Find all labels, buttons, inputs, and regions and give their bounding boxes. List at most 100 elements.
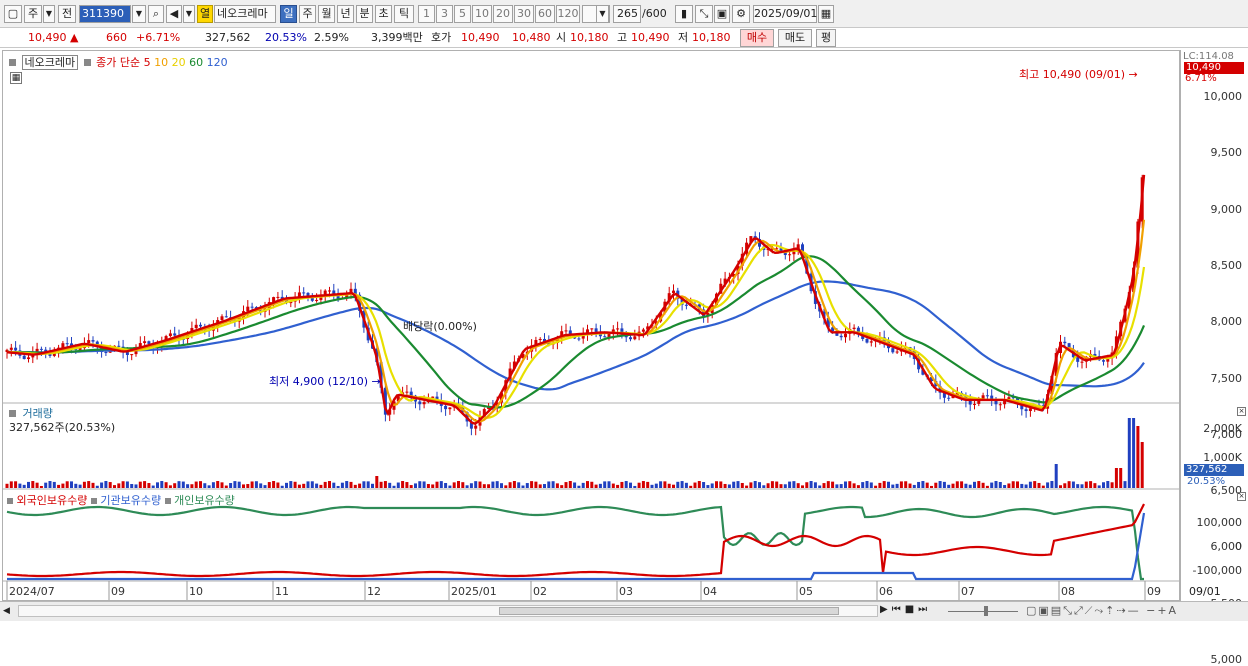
interval-30[interactable]: 30 xyxy=(514,5,534,23)
candle-body xyxy=(358,294,362,311)
horizontal-scrollbar[interactable] xyxy=(18,605,878,617)
period-tick[interactable]: 틱 xyxy=(394,5,414,23)
volume-bar xyxy=(143,481,147,488)
legend-stock-name[interactable]: 네오크레마 xyxy=(21,55,79,70)
x-axis-label: 10 xyxy=(189,585,203,598)
chart-area[interactable]: 2024/07 09 10 11 12 2025/01 02 03 04 05 06 07 08 09 네… xyxy=(2,50,1180,601)
yeol-button[interactable]: 열 xyxy=(197,5,213,23)
candle-body xyxy=(250,306,254,308)
period-week[interactable]: 주 xyxy=(299,5,316,23)
candle-body xyxy=(680,298,684,305)
prev-button[interactable]: 전 xyxy=(58,5,76,23)
volume-bar xyxy=(444,483,448,488)
ma-5-line xyxy=(6,174,1146,426)
volume-bar xyxy=(336,485,340,488)
interval-1[interactable]: 1 xyxy=(418,5,435,23)
chevron-down-icon[interactable]: ▼ xyxy=(43,5,55,23)
holdings-tick-label: 0 xyxy=(1235,540,1242,553)
search-icon[interactable]: ⌕ xyxy=(148,5,164,23)
volume-title[interactable]: 거래량 xyxy=(22,407,53,420)
period-day[interactable]: 일 xyxy=(280,5,297,23)
candle-body xyxy=(383,387,387,415)
interval-5[interactable]: 5 xyxy=(454,5,471,23)
volume-bar xyxy=(1102,482,1105,488)
count-input[interactable]: 265 xyxy=(613,5,641,23)
volume-panel-close-icon[interactable]: × xyxy=(1237,407,1246,416)
volume-bar xyxy=(487,484,491,488)
legend-foreign[interactable]: 외국인보유수량 xyxy=(16,494,88,507)
zoom-slider-handle[interactable] xyxy=(984,606,988,616)
volume-bar xyxy=(500,483,503,488)
volume-bar xyxy=(955,481,959,488)
market-select[interactable]: 주 xyxy=(24,5,42,23)
stock-code-input[interactable]: 311390 xyxy=(79,5,131,23)
holdings-panel-close-icon[interactable]: × xyxy=(1237,492,1246,501)
volume-bar xyxy=(637,482,641,488)
volume-bar xyxy=(676,481,680,488)
volume-bar xyxy=(564,482,568,488)
code-dropdown-icon[interactable]: ▼ xyxy=(132,5,146,23)
volume-bar xyxy=(332,482,336,488)
volume-bar xyxy=(224,485,228,488)
compare-icon[interactable]: ⤡ xyxy=(695,5,713,23)
zoom-slider[interactable] xyxy=(948,611,1018,612)
volume-bar xyxy=(482,484,486,488)
sell-button[interactable]: 매도 xyxy=(778,29,812,47)
interval-dropdown-icon[interactable]: ▼ xyxy=(596,5,609,23)
scroll-thumb[interactable] xyxy=(499,607,839,615)
price-tick-label: 8,000 xyxy=(1210,315,1243,329)
legend-individual[interactable]: 개인보유수량 xyxy=(174,494,235,507)
price-change-pct: +6.71% xyxy=(136,31,181,44)
volume-bar xyxy=(646,481,650,488)
candle-body xyxy=(629,337,632,340)
buy-button[interactable]: 매수 xyxy=(740,29,774,47)
candle-body xyxy=(444,405,448,410)
table-icon[interactable]: ▦ xyxy=(10,72,22,84)
volume-bar xyxy=(35,482,39,488)
volume-bar xyxy=(138,481,142,488)
period-minute[interactable]: 분 xyxy=(356,5,373,23)
interval-3[interactable]: 3 xyxy=(436,5,453,23)
candle-body xyxy=(590,328,594,330)
interval-60[interactable]: 60 xyxy=(535,5,555,23)
candle-body xyxy=(1020,403,1024,410)
save-icon[interactable]: ▣ xyxy=(714,5,730,23)
candle-type-icon[interactable]: ▮ xyxy=(675,5,693,23)
volume-bar xyxy=(297,484,301,488)
candle-body xyxy=(749,236,753,243)
interval-20[interactable]: 20 xyxy=(493,5,513,23)
legend-ma-label[interactable]: 종가 단순 xyxy=(96,56,141,69)
candle-body xyxy=(732,274,736,277)
candle-body xyxy=(938,386,942,393)
candle-body xyxy=(147,341,151,344)
legend-institution[interactable]: 기관보유수량 xyxy=(100,494,162,507)
candle-body xyxy=(706,313,710,317)
legend-square-icon xyxy=(164,498,171,504)
speaker-icon[interactable]: ◀ xyxy=(166,5,182,23)
calendar-icon[interactable]: ▦ xyxy=(818,5,834,23)
candle-body xyxy=(985,395,989,397)
playback-controls[interactable]: ▶⏮■⏭ xyxy=(880,604,932,615)
volume-bar xyxy=(779,484,783,488)
period-year[interactable]: 년 xyxy=(337,5,354,23)
interval-120[interactable]: 120 xyxy=(556,5,580,23)
volume-bar xyxy=(409,485,413,488)
candle-body xyxy=(1067,343,1071,350)
pyeong-button[interactable]: 평 xyxy=(816,29,836,47)
candle-body xyxy=(336,294,340,299)
interval-10[interactable]: 10 xyxy=(472,5,492,23)
chart-tool-icons[interactable]: ▢▣▤⤡⤢⟋⤳⇡⇢— −+A xyxy=(1026,604,1179,617)
ma-60-line xyxy=(7,255,1146,409)
candle-body xyxy=(1054,352,1058,376)
volume-bar xyxy=(517,482,521,488)
candle-body xyxy=(14,347,18,351)
scroll-left-icon[interactable]: ◀ xyxy=(3,606,10,616)
candle-body xyxy=(805,256,809,274)
date-input[interactable]: 2025/09/01 xyxy=(753,5,817,23)
period-month[interactable]: 월 xyxy=(318,5,335,23)
speaker-dropdown-icon[interactable]: ▼ xyxy=(183,5,195,23)
gear-icon[interactable]: ⚙ xyxy=(732,5,750,23)
candle-body xyxy=(220,316,224,321)
period-second[interactable]: 초 xyxy=(375,5,392,23)
window-icon[interactable]: ▢ xyxy=(4,5,22,23)
